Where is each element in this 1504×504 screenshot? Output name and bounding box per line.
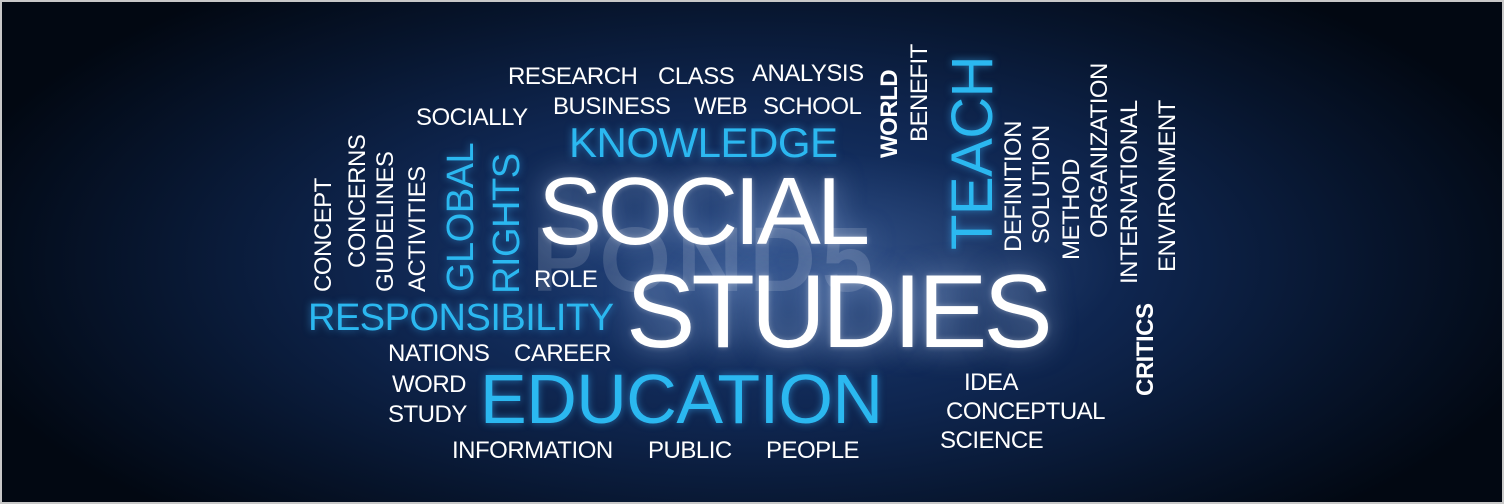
word-idea: IDEA [964, 369, 1019, 396]
word-career: CAREER [514, 340, 612, 367]
word-school: SCHOOL [763, 93, 862, 120]
word-environment: ENVIRONMENT [1154, 100, 1181, 272]
word-socially: SOCIALLY [416, 104, 528, 131]
word-education: EDUCATION [480, 360, 883, 438]
word-public: PUBLIC [648, 437, 732, 464]
word-conceptual: CONCEPTUAL [946, 398, 1106, 425]
word-activities: ACTIVITIES [404, 166, 431, 292]
word-people: PEOPLE [766, 437, 860, 464]
word-concerns: CONCERNS [344, 134, 371, 268]
word-class: CLASS [658, 63, 735, 90]
word-solution: SOLUTION [1028, 125, 1055, 244]
word-teach: TEACH [940, 55, 1005, 250]
word-word: WORD [392, 371, 466, 398]
word-business: BUSINESS [553, 93, 671, 120]
word-science: SCIENCE [940, 427, 1044, 454]
word-social: SOCIAL [538, 158, 870, 265]
word-study: STUDY [388, 401, 467, 428]
word-international: INTERNATIONAL [1116, 100, 1143, 284]
word-concept: CONCEPT [310, 178, 337, 292]
word-definition: DEFINITION [1000, 121, 1027, 252]
word-organization: ORGANIZATION [1086, 63, 1113, 238]
word-role: ROLE [534, 266, 598, 293]
word-research: RESEARCH [508, 63, 638, 90]
word-web: WEB [694, 93, 748, 120]
word-rights: RIGHTS [486, 153, 528, 294]
word-responsibility: RESPONSIBILITY [308, 297, 614, 339]
word-knowledge: KNOWLEDGE [569, 119, 838, 166]
word-global: GLOBAL [440, 142, 482, 292]
word-analysis: ANALYSIS [752, 60, 864, 87]
center-glow [522, 152, 1122, 382]
word-critics: CRITICS [1132, 303, 1159, 397]
word-studies: STUDIES [626, 254, 1053, 370]
word-method: METHOD [1058, 159, 1085, 260]
pond5-watermark: POND5 [532, 209, 879, 311]
word-benefit: BENEFIT [906, 44, 933, 142]
word-nations: NATIONS [388, 340, 490, 367]
word-information: INFORMATION [452, 437, 613, 464]
word-world: WORLD [876, 69, 903, 158]
word-guidelines: GUIDELINES [372, 151, 399, 292]
